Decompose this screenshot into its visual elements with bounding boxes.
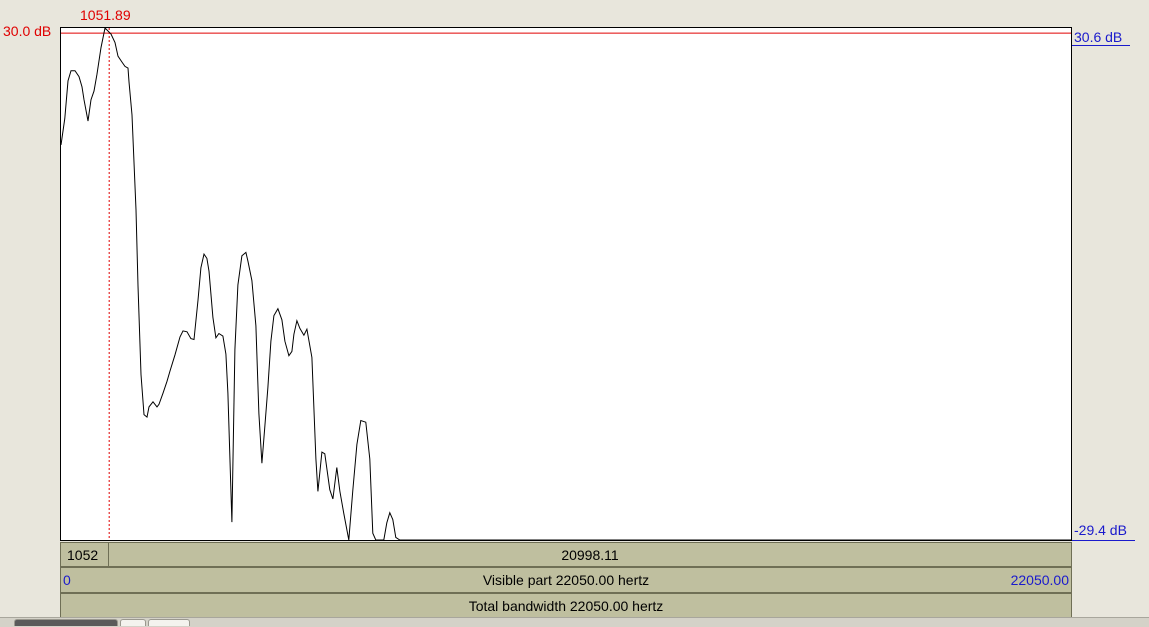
cursor-right-segment[interactable]: 20998.11 — [108, 542, 1072, 567]
x-axis-max-label: 22050.00 — [1010, 572, 1069, 588]
bottom-tab-3[interactable] — [148, 619, 190, 626]
y-axis-bottom-right-tick — [1072, 540, 1135, 541]
y-axis-top-left-label: 30.0 dB — [3, 23, 52, 39]
total-bandwidth-label: Total bandwidth 22050.00 hertz — [468, 597, 664, 614]
y-axis-top-right-label: 30.6 dB — [1074, 29, 1123, 45]
bottom-tab-1[interactable] — [14, 619, 118, 626]
x-axis-min-label: 0 — [63, 572, 71, 588]
y-axis-top-right-tick — [1072, 45, 1130, 46]
total-bandwidth-bar[interactable]: Total bandwidth 22050.00 hertz — [60, 593, 1072, 618]
cursor-left-value: 1052 — [67, 546, 99, 563]
spectrum-plot-area[interactable] — [60, 27, 1072, 541]
visible-part-label: Visible part 22050.00 hertz — [482, 572, 650, 588]
visible-part-bar[interactable]: 0 Visible part 22050.00 hertz 22050.00 — [60, 567, 1072, 593]
cursor-left-segment[interactable]: 1052 — [60, 542, 109, 567]
y-axis-bottom-right-label: -29.4 dB — [1074, 522, 1127, 538]
cursor-right-value: 20998.11 — [561, 546, 619, 563]
bottom-tab-strip — [0, 617, 1149, 627]
spectrum-chart — [61, 28, 1071, 540]
cursor-frequency-label: 1051.89 — [80, 7, 131, 23]
spectrum-series-line — [61, 28, 1071, 540]
bottom-tab-2[interactable] — [120, 619, 146, 626]
